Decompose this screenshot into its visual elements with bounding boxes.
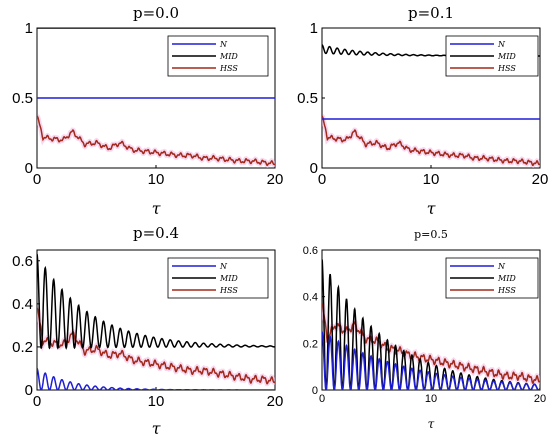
chart-title: p=0.1: [408, 4, 454, 22]
series-hss-line: [322, 115, 540, 167]
series-hss-line: [37, 307, 275, 385]
legend-label-n: N: [219, 40, 228, 49]
legend-label-hss: HSS: [219, 64, 238, 73]
legend-label-n: N: [497, 40, 506, 49]
x-axis-label: τ: [428, 417, 435, 431]
series-n-line: [37, 368, 275, 390]
y-tick-label: 0.2: [303, 338, 318, 350]
y-tick-label: 0.4: [12, 296, 33, 313]
plot-lines: [37, 28, 275, 168]
legend-label-hss: HSS: [219, 286, 238, 295]
series-hss-line: [322, 303, 540, 384]
x-tick-label: 10: [148, 393, 165, 410]
plot-lines: [322, 44, 540, 168]
legend-label-n: N: [219, 262, 228, 271]
legend-label-mid: MID: [497, 52, 516, 61]
legend-label-mid: MID: [219, 274, 238, 283]
series-hss-line: [37, 115, 275, 167]
y-tick-label: 1: [25, 20, 33, 37]
panel-p04: p=0.4 0 10 20 0 0.2 0.4 0.6 τ N MID HSS: [12, 224, 283, 438]
x-tick-label: 20: [267, 171, 284, 188]
x-tick-label: 0: [33, 171, 41, 188]
series-n-line: [322, 331, 540, 390]
x-axis-label: τ: [152, 419, 162, 438]
x-tick-label: 20: [534, 393, 546, 405]
chart-title: p=0.0: [133, 4, 179, 22]
chart-title: p=0.4: [133, 224, 179, 242]
y-tick-label: 0: [25, 382, 33, 399]
y-tick-label: 0.5: [12, 90, 33, 107]
x-tick-label: 10: [148, 171, 165, 188]
panel-p01: p=0.1 0 10 20 0 0.5 1 τ N MID HSS: [297, 4, 548, 218]
y-tick-label: 0.6: [303, 245, 318, 257]
y-tick-label: 0: [25, 160, 33, 177]
y-tick-label: 0.4: [303, 292, 318, 304]
x-tick-label: 10: [423, 171, 440, 188]
x-tick-label: 0: [33, 393, 41, 410]
panel-p05: p=0.5 0 10 20 0 0.2 0.4 0.6 τ N MID HSS: [303, 228, 546, 431]
y-tick-label: 0.5: [297, 90, 318, 107]
x-tick-label: 0: [318, 171, 326, 188]
plot-lines: [322, 259, 540, 390]
legend-label-mid: MID: [497, 274, 516, 283]
panel-p00: p=0.0 0 10 20 0 0.5 1 τ N MID HSS: [12, 4, 283, 218]
chart-title: p=0.5: [414, 228, 448, 241]
legend-label-mid: MID: [219, 52, 238, 61]
y-tick-label: 0.2: [12, 339, 33, 356]
x-axis-label: τ: [152, 199, 162, 218]
y-tick-label: 0: [310, 160, 318, 177]
y-tick-label: 0: [312, 385, 318, 397]
x-tick-label: 20: [532, 171, 549, 188]
legend-label-hss: HSS: [497, 286, 516, 295]
x-tick-label: 10: [425, 393, 437, 405]
x-tick-label: 0: [319, 393, 325, 405]
legend-label-n: N: [497, 262, 506, 271]
y-tick-label: 1: [310, 20, 318, 37]
series-mid-line: [37, 253, 275, 350]
legend-label-hss: HSS: [497, 64, 516, 73]
x-axis-label: τ: [427, 199, 437, 218]
x-tick-label: 20: [267, 393, 284, 410]
plot-lines: [37, 253, 275, 390]
y-tick-label: 0.6: [12, 253, 33, 270]
